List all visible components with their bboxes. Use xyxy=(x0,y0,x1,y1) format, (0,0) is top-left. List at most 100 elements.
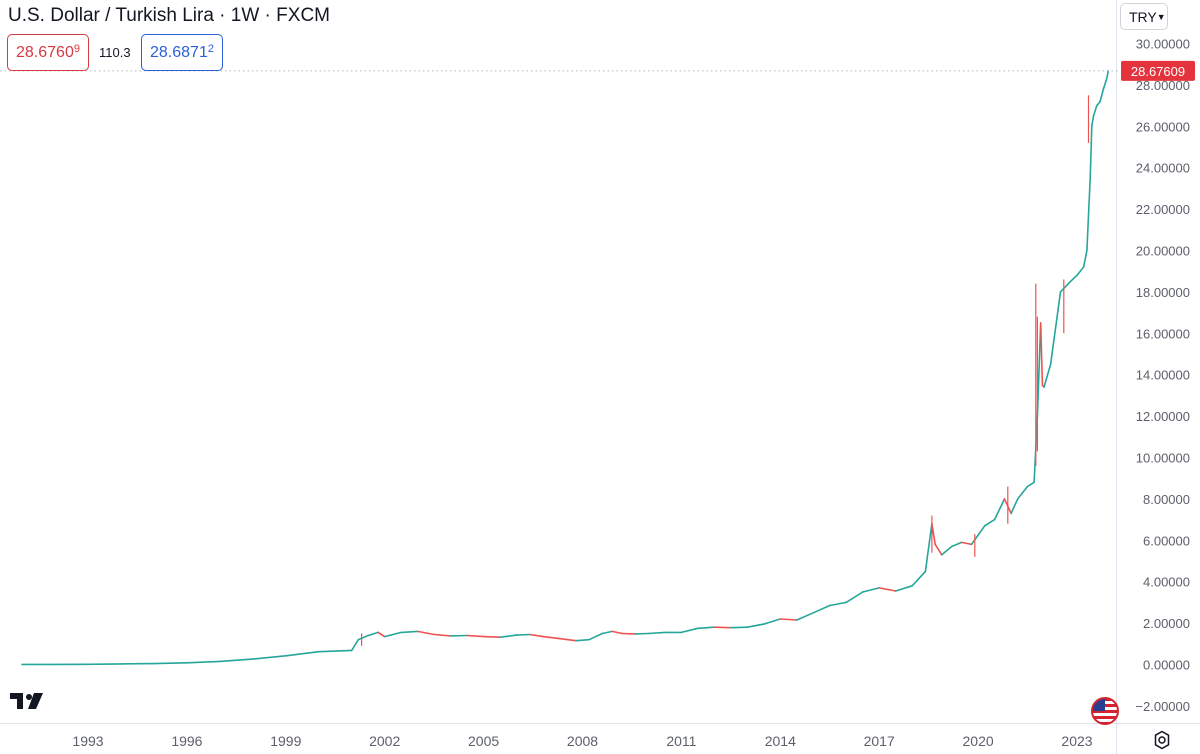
time-axis-tick-label: 1996 xyxy=(171,733,202,749)
time-axis-tick-label: 2002 xyxy=(369,733,400,749)
time-axis-tick-label: 2011 xyxy=(666,733,696,749)
price-segment xyxy=(680,627,699,634)
price-segment xyxy=(1010,498,1019,515)
price-segment xyxy=(252,654,287,660)
price-segment xyxy=(970,524,986,546)
price-segment xyxy=(601,630,614,635)
price-segment xyxy=(515,633,531,636)
price-segment xyxy=(1091,115,1095,128)
price-segment xyxy=(940,545,953,556)
time-axis[interactable]: 1993 1996 1999 2002 2005 2008 2011 2014 2017 2020… xyxy=(72,733,1092,749)
price-segment xyxy=(153,661,188,665)
tradingview-logo-icon[interactable] xyxy=(10,691,46,711)
price-segment xyxy=(1043,363,1052,388)
last-price-badge xyxy=(1121,60,1195,81)
price-segment xyxy=(186,660,221,664)
price-segment xyxy=(284,650,320,657)
price-segment xyxy=(894,584,914,592)
price-segment xyxy=(762,618,782,625)
price-axis-tick-label: 6.00000 xyxy=(1143,533,1190,548)
price-segment xyxy=(924,522,933,573)
price-segment xyxy=(1069,274,1078,283)
price-segment xyxy=(993,498,1006,521)
price-segment xyxy=(499,634,518,639)
sell-price-main: 28.6760 xyxy=(16,43,74,61)
time-axis-tick-label: 1999 xyxy=(270,733,301,749)
last-price-label: 28.67609 xyxy=(1131,64,1185,79)
price-axis-tick-label: 8.00000 xyxy=(1143,492,1190,507)
price-segment xyxy=(611,630,623,635)
price-series xyxy=(21,70,1110,666)
price-segment xyxy=(1092,104,1098,117)
price-axis-tick-label: 16.00000 xyxy=(1136,326,1190,341)
price-segment xyxy=(983,518,996,527)
price-segment xyxy=(861,587,881,593)
time-axis-tick-label: 2017 xyxy=(864,733,895,749)
price-segment xyxy=(377,631,386,638)
price-segment xyxy=(1026,481,1035,488)
price-segment xyxy=(1016,485,1029,500)
time-axis-tick-label: 2023 xyxy=(1061,733,1092,749)
price-segment xyxy=(713,626,732,629)
price-segment xyxy=(1096,100,1101,107)
price-segment xyxy=(482,635,501,639)
buy-price-main: 28.6871 xyxy=(150,43,208,61)
price-segment xyxy=(466,634,485,638)
price-segment xyxy=(779,618,798,621)
price-axis-tick-label: 24.00000 xyxy=(1136,161,1190,176)
price-segment xyxy=(1086,177,1091,252)
price-axis[interactable]: 30.00000 28.00000 26.00000 24.00000 22.00000… xyxy=(1135,37,1190,714)
chevron-down-icon: ▼ xyxy=(1156,11,1166,22)
price-segment xyxy=(911,570,927,587)
price-segment xyxy=(1076,266,1085,277)
chart-title: U.S. Dollar / Turkish Lira · 1W · FXCM xyxy=(8,5,330,26)
price-axis-tick-label: 26.00000 xyxy=(1136,119,1190,134)
price-axis-tick-label: 30.00000 xyxy=(1136,37,1190,52)
price-segment xyxy=(746,623,765,629)
price-segment xyxy=(960,541,973,546)
price-segment xyxy=(575,638,590,642)
price-segment xyxy=(845,591,864,604)
price-segment xyxy=(433,633,452,637)
price-segment xyxy=(812,604,831,614)
price-segment xyxy=(950,541,963,548)
price-segment xyxy=(1105,70,1110,80)
buy-price-pip: 2 xyxy=(207,42,214,55)
time-axis-tick-label: 2005 xyxy=(468,733,499,749)
price-axis-tick-label: −2.00000 xyxy=(1135,699,1190,714)
price-segment xyxy=(1102,77,1108,90)
price-segment xyxy=(317,649,353,653)
price-segment xyxy=(1089,125,1093,179)
buy-price-button[interactable]: 28.6871 2 xyxy=(141,34,223,71)
price-axis-tick-label: 28.00000 xyxy=(1136,78,1190,93)
price-segment xyxy=(558,637,577,642)
us-flag-icon xyxy=(1091,697,1119,725)
price-segment xyxy=(219,658,254,663)
price-segment xyxy=(357,634,370,641)
price-segment xyxy=(1059,280,1072,293)
price-segment xyxy=(795,611,815,621)
price-axis-tick-label: 22.00000 xyxy=(1136,202,1190,217)
price-segment xyxy=(730,626,749,629)
time-axis-tick-label: 2020 xyxy=(963,733,994,749)
sell-price-button[interactable]: 28.6760 9 xyxy=(7,34,89,71)
price-segment xyxy=(828,601,848,607)
price-segment xyxy=(588,632,604,641)
currency-selector[interactable]: TRY ▼ xyxy=(1120,3,1168,30)
price-axis-tick-label: 12.00000 xyxy=(1136,409,1190,424)
currency-selector-value: TRY xyxy=(1129,8,1157,25)
price-segment xyxy=(697,626,716,630)
price-axis-tick-label: 4.00000 xyxy=(1143,575,1190,590)
price-axis-tick-label: 2.00000 xyxy=(1143,616,1190,631)
price-segment xyxy=(367,631,379,637)
price-axis-tick-label: 10.00000 xyxy=(1136,451,1190,466)
price-segment xyxy=(1039,322,1044,386)
price-axis-tick-label: 0.00000 xyxy=(1143,658,1190,673)
price-segment xyxy=(416,630,435,636)
spread-value: 110.3 xyxy=(99,45,131,60)
settings-icon[interactable] xyxy=(1152,730,1172,750)
price-segment xyxy=(528,633,544,638)
price-axis-tick-label: 14.00000 xyxy=(1136,368,1190,383)
